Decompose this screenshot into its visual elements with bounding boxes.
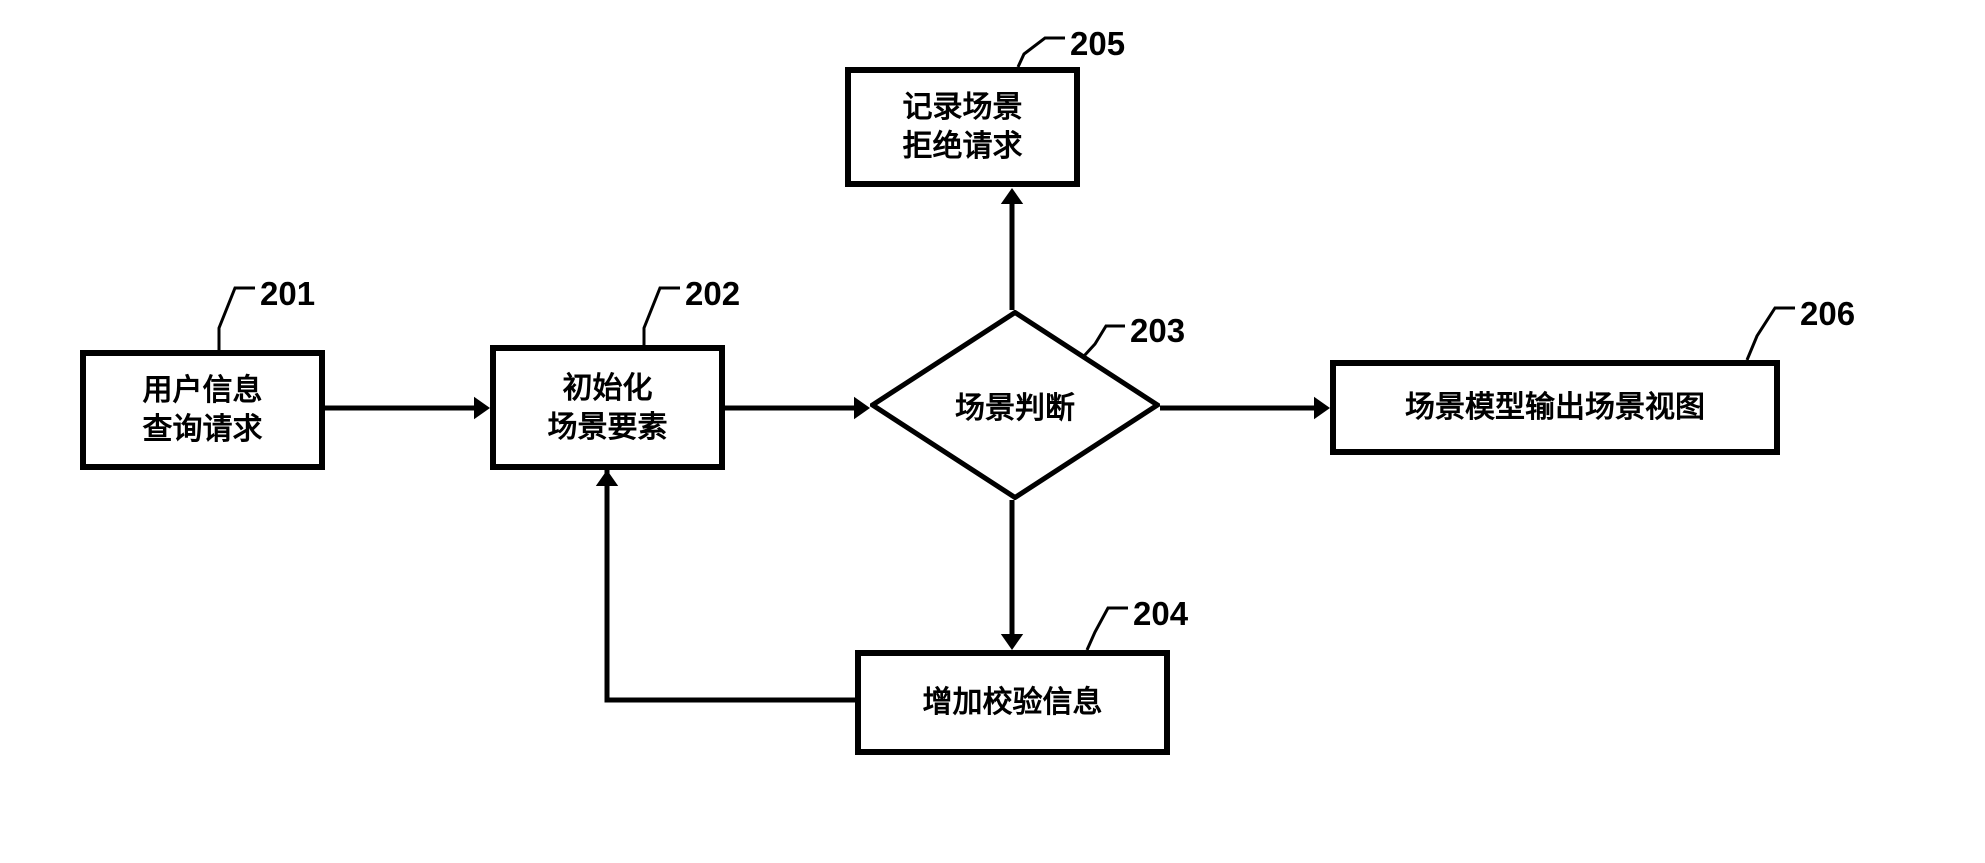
label-201: 201 [260,275,315,313]
node-user-info-query-request: 用户信息 查询请求 [80,350,325,470]
node-scene-judgment: 场景判断 [870,310,1160,500]
label-206: 206 [1800,295,1855,333]
label-204: 204 [1133,595,1188,633]
node-scene-model-output-view: 场景模型输出场景视图 [1330,360,1780,455]
node-record-scene-reject-request: 记录场景 拒绝请求 [845,67,1080,187]
label-205: 205 [1070,25,1125,63]
label-203: 203 [1130,312,1185,350]
node-add-verification-info: 增加校验信息 [855,650,1170,755]
label-202: 202 [685,275,740,313]
node-initialize-scene-elements: 初始化 场景要素 [490,345,725,470]
diamond-label: 场景判断 [870,310,1160,500]
